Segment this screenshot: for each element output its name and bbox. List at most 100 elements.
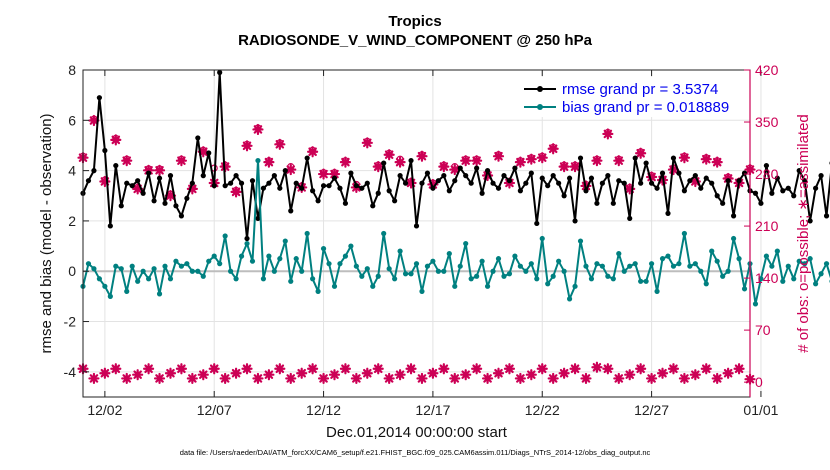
bias-point <box>774 248 780 254</box>
bias-point <box>195 268 201 274</box>
bias-point <box>233 276 239 282</box>
rmse-point <box>610 200 616 206</box>
obs-assimilated-point <box>252 123 264 136</box>
rmse-point <box>282 168 288 174</box>
obs-assimilated-point <box>416 150 428 162</box>
bias-point <box>534 276 540 282</box>
obs-assimilated-point <box>460 155 472 167</box>
obs-assimilated-point <box>241 363 253 375</box>
rmse-point <box>676 170 682 176</box>
rmse-point <box>720 200 726 206</box>
bias-point <box>605 273 611 279</box>
bias-point <box>386 266 392 272</box>
obs-assimilated-point <box>219 372 231 385</box>
bias-point <box>446 251 452 257</box>
rmse-point <box>337 185 343 191</box>
bias-point <box>249 258 256 264</box>
rmse-point <box>572 218 578 224</box>
bias-point <box>670 263 677 269</box>
rmse-point <box>156 175 163 181</box>
rmse-point <box>413 223 420 229</box>
rmse-point <box>621 180 627 186</box>
bias-point <box>381 230 387 237</box>
bias-point <box>720 273 726 279</box>
obs-assimilated-point <box>164 189 177 202</box>
obs-assimilated-point <box>394 369 406 381</box>
rmse-point <box>561 193 567 199</box>
bias-point <box>495 256 502 262</box>
bias-point <box>512 253 518 259</box>
rmse-point <box>474 165 480 171</box>
rmse-point <box>326 183 332 189</box>
bias-point <box>616 251 622 257</box>
obs-assimilated-point <box>208 363 220 375</box>
bias-point <box>588 276 595 282</box>
bias-point <box>408 271 414 277</box>
y-left-tick-label: 4 <box>68 163 76 179</box>
obs-assimilated-point <box>514 156 526 168</box>
bias-point <box>523 268 529 274</box>
rmse-point <box>162 200 168 206</box>
rmse-point <box>495 185 502 191</box>
rmse-point <box>424 170 431 176</box>
rmse-point <box>577 155 584 161</box>
rmse-point <box>758 200 764 206</box>
rmse-point <box>320 183 327 189</box>
rmse-point <box>118 203 124 209</box>
bias-point <box>479 258 485 264</box>
bias-point <box>107 293 113 299</box>
x-tick-label: 12/12 <box>306 402 341 418</box>
bias-point <box>517 263 523 269</box>
obs-assimilated-point <box>711 156 723 168</box>
y-left-tick-label: 6 <box>68 112 76 128</box>
bias-point <box>785 263 791 269</box>
bias-point <box>638 278 644 284</box>
obs-assimilated-point <box>175 363 188 375</box>
rmse-point <box>452 178 458 184</box>
rmse-point <box>539 175 545 181</box>
rmse-point <box>785 185 791 191</box>
bias-point <box>402 271 409 277</box>
rmse-point <box>173 203 179 209</box>
obs-assimilated-point <box>591 155 603 167</box>
obs-assimilated-point <box>547 143 559 155</box>
obs-assimilated-point <box>460 369 472 381</box>
chart-subtitle: RADIOSONDE_V_WIND_COMPONENT @ 250 hPa <box>238 32 592 49</box>
obs-assimilated-point <box>536 152 548 164</box>
rmse-point <box>566 175 573 181</box>
obs-assimilated-point <box>175 155 188 167</box>
obs-assimilated-point <box>186 372 198 385</box>
bias-point <box>146 276 152 282</box>
bias-point <box>539 235 545 242</box>
y-left-tick-label: 8 <box>68 62 76 78</box>
y-left-tick-label: -2 <box>64 314 77 330</box>
y-right-tick-label: 350 <box>755 114 779 130</box>
plot-frame <box>82 69 751 398</box>
bias-point <box>741 286 748 292</box>
bias-point <box>124 288 130 294</box>
x-tick-label: 12/17 <box>415 402 450 418</box>
chart-title: Tropics <box>388 13 442 30</box>
rmse-point <box>528 170 534 176</box>
rmse-point <box>359 185 365 191</box>
rmse-point <box>725 178 731 184</box>
bias-point <box>484 283 491 289</box>
obs-assimilated-point <box>317 372 330 385</box>
obs-assimilated-point <box>99 367 111 379</box>
obs-assimilated-point <box>350 372 362 385</box>
obs-assimilated-point <box>153 372 166 385</box>
obs-assimilated-point <box>481 372 494 385</box>
rmse-point <box>818 173 824 179</box>
rmse-point <box>802 178 808 184</box>
bias-point <box>474 273 480 279</box>
rmse-point <box>397 173 403 179</box>
rmse-point <box>648 180 655 186</box>
bias-point <box>348 243 354 249</box>
data-file-footer: data file: /Users/raeder/DAI/ATM_forcXX/… <box>179 448 651 457</box>
rmse-point <box>463 173 469 179</box>
rmse-point <box>441 173 447 179</box>
obs-assimilated-point <box>153 164 166 176</box>
bias-point <box>244 240 250 247</box>
obs-assimilated-point <box>143 363 155 375</box>
